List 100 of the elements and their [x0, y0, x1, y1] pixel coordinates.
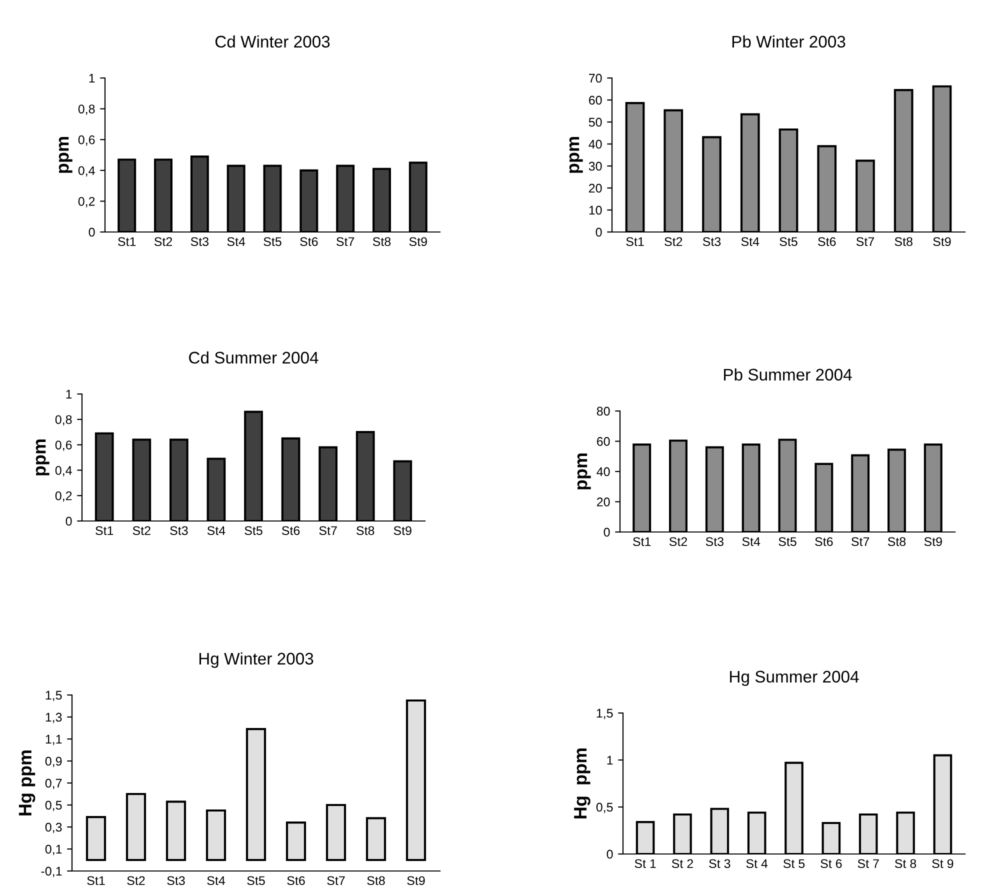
- y-tick-label: 0,1: [45, 844, 62, 856]
- y-tick-label: 0: [606, 850, 613, 859]
- x-tick-label: St 9: [932, 859, 954, 868]
- y-axis-title: ppm: [58, 137, 72, 173]
- y-axis-title: Hg ppm: [18, 750, 36, 816]
- x-tick-label: St9: [394, 526, 412, 536]
- y-tick-label: 0,4: [55, 466, 72, 476]
- y-tick-label: 80: [596, 406, 610, 416]
- x-tick-label: St3: [170, 526, 188, 536]
- y-tick-label: 0: [596, 228, 602, 237]
- x-tick-label: St7: [852, 537, 870, 546]
- x-tick-label: St2: [154, 237, 172, 246]
- x-tick-label: St6: [815, 537, 833, 546]
- bar: [366, 817, 386, 862]
- y-tick-label: 1,5: [596, 708, 613, 720]
- x-tick-label: St8: [356, 526, 374, 536]
- chart-title: Hg Summer 2004: [730, 670, 859, 686]
- x-tick-label: St7: [856, 237, 874, 246]
- x-tick-label: St5: [780, 237, 798, 246]
- y-tick-label: 0,9: [45, 756, 62, 768]
- x-tick-label: St 6: [820, 859, 842, 868]
- x-tick-label: St9: [924, 537, 942, 546]
- y-tick-label: 40: [596, 467, 610, 476]
- y-tick-label: 10: [589, 206, 602, 215]
- y-tick-label: 60: [597, 437, 610, 446]
- x-tick-label: St3: [702, 237, 721, 246]
- y-tick-label: 0,3: [45, 822, 62, 834]
- x-tick-label: St6: [282, 526, 300, 536]
- x-tick-label: St 7: [858, 859, 879, 868]
- x-tick-label: St 8: [894, 859, 916, 868]
- y-tick-label: 1,5: [46, 690, 62, 702]
- x-tick-label: St3: [706, 537, 724, 546]
- x-tick-label: St4: [227, 237, 246, 246]
- x-tick-label: St5: [244, 526, 262, 536]
- y-tick-label: 0,8: [78, 104, 95, 115]
- x-tick-label: St7: [336, 237, 354, 246]
- y-tick-label: 50: [588, 118, 602, 127]
- x-tick-label: St9: [933, 237, 951, 246]
- x-tick-label: St 2: [672, 859, 693, 868]
- bar: [286, 822, 306, 862]
- x-tick-label: St7: [319, 526, 337, 536]
- y-tick-label: 0: [66, 516, 72, 526]
- x-tick-label: St4: [207, 526, 226, 536]
- x-tick-label: St8: [888, 537, 906, 546]
- y-axis-title: Hg ppm: [574, 748, 590, 818]
- x-tick-label: St9: [409, 237, 427, 246]
- y-tick-label: 60: [589, 96, 602, 105]
- x-tick-label: St8: [367, 876, 385, 886]
- bar: [86, 816, 106, 862]
- y-tick-label: 0,5: [596, 802, 613, 814]
- x-tick-label: St 4: [746, 859, 768, 868]
- y-tick-label: 0,6: [55, 440, 72, 451]
- x-tick-label: St3: [190, 237, 209, 246]
- x-tick-label: St9: [407, 876, 425, 886]
- y-axis-title: ppm: [577, 454, 591, 490]
- x-tick-label: St7: [327, 876, 345, 886]
- y-tick-label: 0,6: [78, 135, 95, 146]
- x-tick-label: St1: [633, 537, 651, 546]
- bar: [126, 792, 146, 862]
- y-tick-label: 0,7: [45, 778, 62, 790]
- x-tick-label: St1: [87, 876, 105, 886]
- y-tick-label: 0,8: [55, 415, 72, 426]
- x-tick-label: St1: [96, 526, 114, 536]
- chart-title: Pb Summer 2004: [724, 368, 852, 381]
- x-tick-label: St6: [287, 876, 305, 886]
- x-tick-label: St3: [167, 876, 185, 886]
- y-tick-label: 0,5: [45, 800, 62, 812]
- y-tick-label: 1: [89, 74, 95, 83]
- x-tick-label: St4: [741, 237, 760, 246]
- x-tick-label: St 3: [709, 859, 730, 868]
- bar: [246, 728, 266, 862]
- bar: [326, 804, 346, 862]
- x-tick-label: St1: [118, 237, 136, 246]
- y-tick-label: 0: [604, 528, 610, 537]
- x-tick-label: St 5: [783, 859, 805, 868]
- y-axis-title: ppm: [569, 137, 583, 173]
- x-tick-label: St8: [372, 237, 391, 246]
- x-tick-label: St 1: [634, 859, 656, 868]
- y-tick-label: 30: [588, 162, 602, 171]
- x-tick-label: St2: [669, 537, 688, 546]
- bar: [206, 809, 226, 862]
- x-tick-label: St4: [742, 537, 760, 546]
- x-tick-label: St6: [818, 237, 836, 246]
- y-tick-label: 70: [589, 74, 602, 83]
- x-tick-label: St8: [894, 237, 912, 246]
- y-tick-label: 40: [588, 140, 602, 149]
- y-tick-label: 1,3: [46, 712, 62, 724]
- bar: [406, 699, 426, 862]
- y-tick-label: -0,1: [41, 866, 62, 878]
- chart-title: Pb Winter 2003: [732, 35, 846, 48]
- chart-title: Cd Summer 2004: [189, 351, 318, 364]
- y-tick-label: 1: [66, 390, 72, 399]
- x-tick-label: St5: [264, 237, 282, 246]
- x-tick-label: St5: [778, 537, 796, 546]
- y-tick-label: 20: [597, 498, 610, 506]
- x-tick-label: St2: [132, 526, 150, 536]
- x-tick-label: St2: [127, 876, 145, 886]
- chart-title: Cd Winter 2003: [215, 35, 330, 48]
- y-tick-label: 0,2: [78, 197, 95, 208]
- bar: [166, 800, 186, 862]
